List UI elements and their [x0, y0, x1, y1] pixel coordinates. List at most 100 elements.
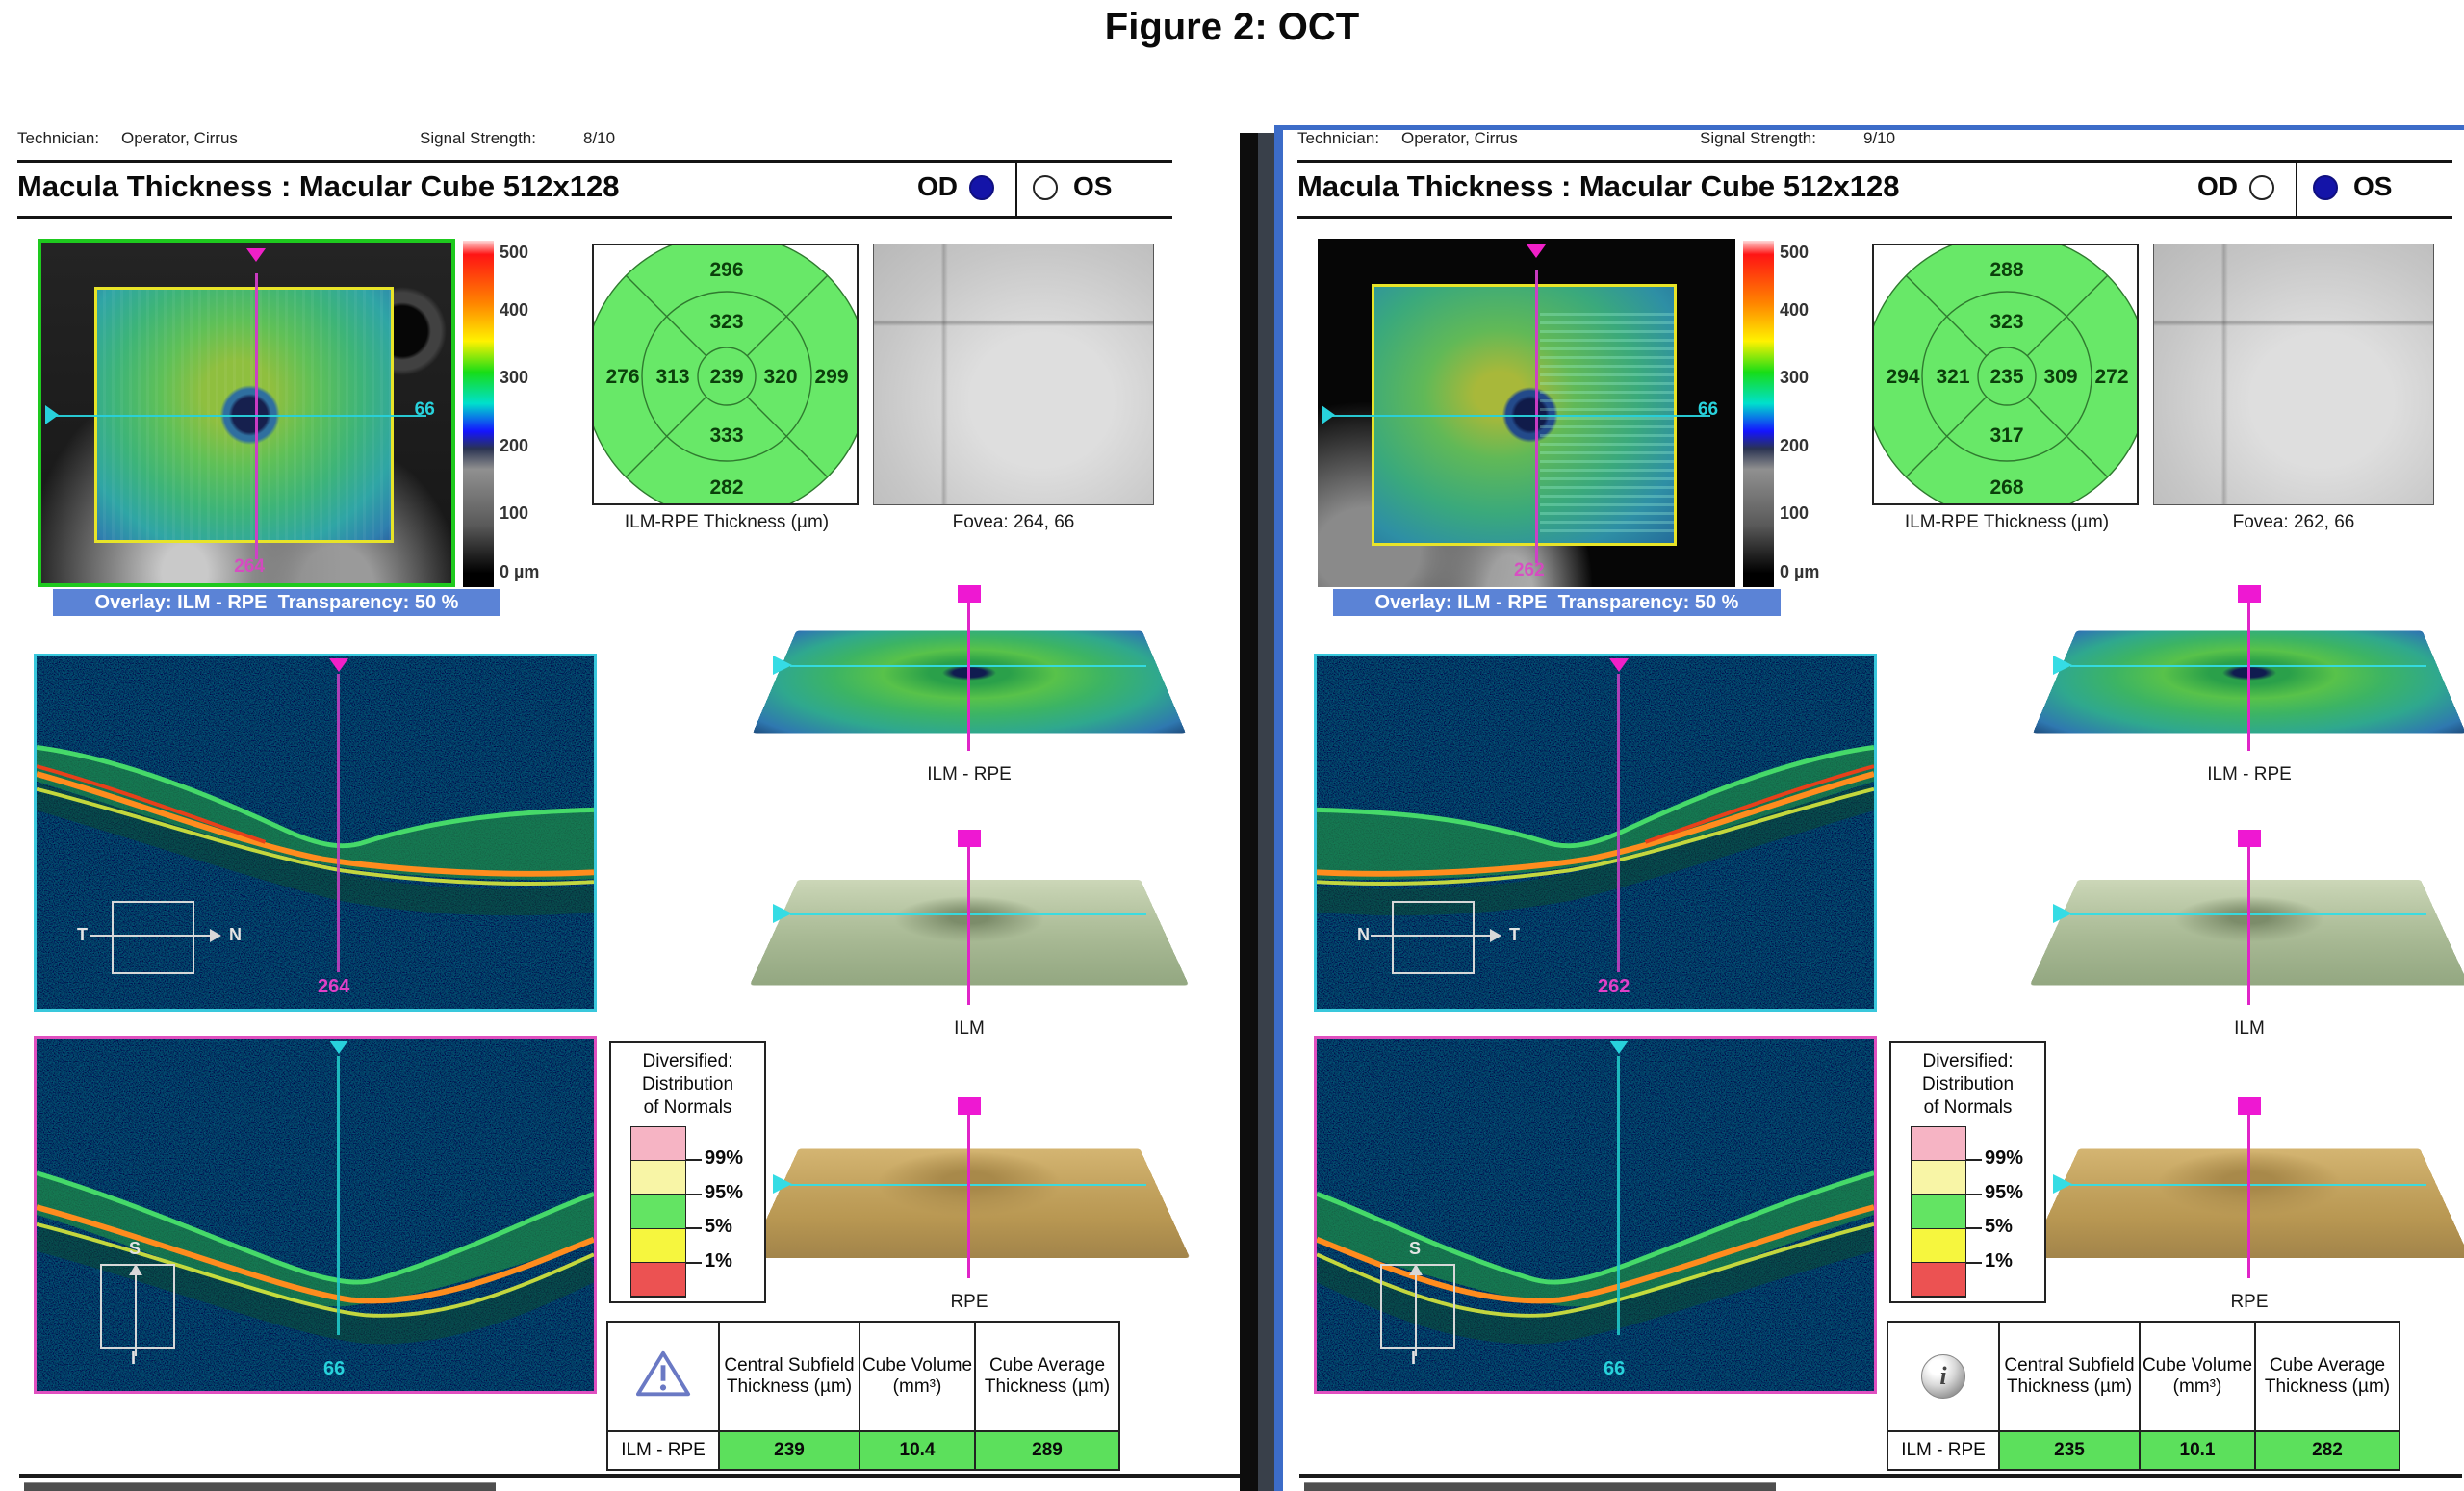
hline-marker-icon[interactable]: [1322, 404, 1335, 424]
horizontal-slice-line[interactable]: [49, 414, 427, 417]
cyan-arrow-icon[interactable]: [773, 1174, 792, 1195]
technician-line: Technician: Operator, Cirrus Signal Stre…: [1297, 129, 2452, 152]
cyan-arrow-icon[interactable]: [773, 904, 792, 924]
fundus-image: 66 264: [38, 239, 455, 587]
central-subfield-thickness-value: 239: [718, 1430, 860, 1471]
slice-handle-icon[interactable]: [2238, 1097, 2261, 1115]
legend-tick: [1966, 1194, 1982, 1195]
od-label: OD: [917, 171, 958, 201]
normals-legend: Diversified: Distribution of Normals 99%…: [1889, 1041, 2046, 1303]
surface-map-rpe: [2028, 1097, 2464, 1286]
bscan-slice-number: 264: [318, 976, 350, 997]
measurements-table: i Central Subfield Thickness (µm) Cube V…: [1886, 1321, 2400, 1471]
bscan-horizontal: 264 T N: [34, 654, 597, 1012]
legend-band-pink: [631, 1127, 685, 1162]
table-header: Cube Volume (mm³): [859, 1321, 976, 1432]
legend-band-green: [1912, 1195, 1965, 1229]
slice-handle-icon[interactable]: [2238, 585, 2261, 603]
cyan-arrow-icon[interactable]: [2053, 655, 2072, 675]
surface-label: ILM: [2234, 1018, 2265, 1039]
figure-caption: Figure 2: OCT: [1104, 6, 1360, 48]
compass-letter: T: [77, 925, 88, 944]
legend-percentile: 5%: [705, 1216, 732, 1237]
table-header: Cube Volume (mm³): [2139, 1321, 2256, 1432]
legend-percentile: 95%: [705, 1182, 744, 1203]
slice-marker-icon[interactable]: [329, 1041, 348, 1054]
bscan-vertical: 66 S I: [34, 1036, 597, 1394]
slice-handle-icon[interactable]: [2238, 830, 2261, 847]
compass-arrow: [1371, 935, 1494, 937]
row-label: ILM - RPE: [606, 1430, 720, 1471]
od-radio[interactable]: [969, 175, 994, 200]
cube-average-thickness-value: 289: [974, 1430, 1120, 1471]
slice-marker-icon[interactable]: [1609, 1041, 1629, 1054]
page-gap-divider: [1240, 133, 1258, 1491]
normals-legend: Diversified: Distribution of Normals 99%…: [609, 1041, 766, 1303]
slice-position-line: [337, 1056, 340, 1335]
slice-marker-icon[interactable]: [329, 658, 348, 672]
horizontal-slice-line[interactable]: [1325, 414, 1710, 417]
compass-letter: N: [1357, 925, 1370, 944]
signal-strength-value: 8/10: [583, 129, 616, 147]
overlay-transparency-bar: Overlay: ILM - RPE Transparency: 50 %: [53, 589, 500, 616]
hline-marker-icon[interactable]: [45, 404, 59, 424]
slice-handle-icon[interactable]: [958, 1097, 981, 1115]
next-section-cutoff: [24, 1482, 496, 1491]
table-row: ILM - RPE 239 10.4 289: [606, 1430, 1120, 1471]
bscan-slice-number: 66: [323, 1358, 346, 1379]
cube-volume-value: 10.1: [2139, 1430, 2256, 1471]
legend-tick: [686, 1159, 702, 1161]
compass-arrowhead-icon: [1490, 929, 1502, 942]
colorbar-tick: 500: [1780, 243, 1810, 262]
slice-handle-icon[interactable]: [958, 830, 981, 847]
technician-label: Technician:: [1297, 129, 1380, 147]
cyan-arrow-icon[interactable]: [2053, 904, 2072, 924]
surface-vline: [2247, 595, 2250, 751]
slice-handle-icon[interactable]: [958, 585, 981, 603]
technician-value: Operator, Cirrus: [121, 129, 238, 147]
overlay-transparency-bar: Overlay: ILM - RPE Transparency: 50 %: [1333, 589, 1781, 616]
legend-percentile: 99%: [1985, 1147, 2024, 1169]
compass-arrow: [1415, 1273, 1417, 1356]
surface-label: ILM - RPE: [927, 764, 1012, 784]
surface-vline: [967, 839, 970, 1005]
etdrs-grid: 288 323 294 321 235 309 272 317 268: [1872, 244, 2139, 505]
compass-letter: S: [1409, 1239, 1422, 1258]
fovea-image: [873, 244, 1154, 505]
legend-tick: [686, 1194, 702, 1195]
surface-map-ilm: [2029, 830, 2464, 1013]
cyan-arrow-icon[interactable]: [773, 655, 792, 675]
legend-tick: [686, 1227, 702, 1229]
od-label: OD: [2197, 171, 2238, 201]
compass-arrowhead-icon: [1409, 1264, 1423, 1275]
cyan-arrow-icon[interactable]: [2053, 1174, 2072, 1195]
etdrs-grid-label: ILM-RPE Thickness (µm): [1904, 512, 2110, 532]
colorbar-tick: 0 µm: [1780, 562, 1820, 581]
vline-marker-icon[interactable]: [245, 248, 266, 262]
etdrs-value-inner-left: 321: [1936, 366, 1969, 388]
signal-strength-label: Signal Strength:: [1700, 129, 1816, 147]
etdrs-value-inner-bottom: 333: [709, 424, 743, 447]
page-edge-shadow: [1258, 133, 1274, 1491]
slice-marker-icon[interactable]: [1609, 658, 1629, 672]
compass-box: [1392, 901, 1475, 974]
etdrs-value-inner-right: 320: [763, 366, 797, 388]
footer-rule: [1299, 1474, 2462, 1478]
colorbar-tick: 200: [1780, 436, 1810, 455]
legend-percentile: 1%: [1985, 1250, 2013, 1272]
legend-color-strip: [630, 1126, 686, 1298]
colorbar-tick: 400: [500, 300, 529, 320]
vline-marker-icon[interactable]: [1526, 244, 1546, 258]
od-radio[interactable]: [2249, 175, 2274, 200]
etdrs-value-center: 235: [1989, 366, 2023, 388]
os-radio[interactable]: [1033, 175, 1058, 200]
os-label: OS: [2353, 171, 2393, 201]
etdrs-value-outer-left: 294: [1886, 366, 1919, 388]
cube-volume-value: 10.4: [859, 1430, 976, 1471]
surface-map-ilm: [749, 830, 1190, 1013]
legend-percentile: 1%: [705, 1250, 732, 1272]
overlay-transparency-label: Overlay: ILM - RPE Transparency: 50 %: [1374, 592, 1739, 613]
os-radio[interactable]: [2313, 175, 2338, 200]
colorbar-tick: 100: [1780, 503, 1810, 523]
fundus-image: 66 262: [1318, 239, 1735, 587]
